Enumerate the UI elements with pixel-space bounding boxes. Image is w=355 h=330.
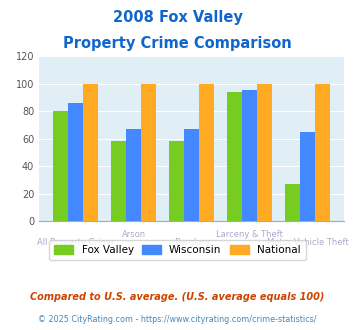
Bar [227,92,242,221]
Bar [184,129,199,221]
Text: Burglary: Burglary [174,238,210,248]
Bar [169,141,184,221]
Text: Compared to U.S. average. (U.S. average equals 100): Compared to U.S. average. (U.S. average … [30,292,325,302]
Text: Property Crime Comparison: Property Crime Comparison [63,36,292,51]
Bar [300,132,315,221]
Bar [257,83,272,221]
Bar [83,83,98,221]
Text: Arson: Arson [121,230,146,239]
Bar [315,83,331,221]
Bar [111,141,126,221]
Bar [199,83,214,221]
Bar [285,184,300,221]
Legend: Fox Valley, Wisconsin, National: Fox Valley, Wisconsin, National [49,240,306,260]
Text: © 2025 CityRating.com - https://www.cityrating.com/crime-statistics/: © 2025 CityRating.com - https://www.city… [38,315,317,324]
Text: All Property Crime: All Property Crime [37,238,114,248]
Text: 2008 Fox Valley: 2008 Fox Valley [113,10,242,25]
Bar [68,103,83,221]
Bar [53,111,68,221]
Bar [242,90,257,221]
Text: Larceny & Theft: Larceny & Theft [216,230,283,239]
Text: Motor Vehicle Theft: Motor Vehicle Theft [267,238,349,248]
Bar [141,83,156,221]
Bar [126,129,141,221]
